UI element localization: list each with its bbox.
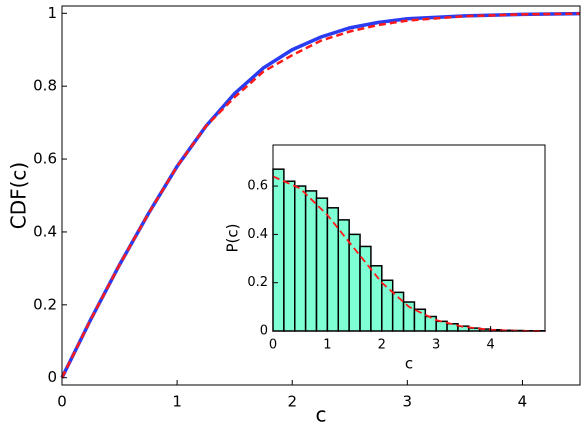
data-line (60, 12, 581, 379)
histogram-bar (381, 279, 394, 332)
y-tick-label: 0.6 (33, 150, 57, 168)
x-tick-label: 1 (323, 338, 331, 353)
histogram-bar (424, 315, 437, 332)
y-tick-label: 0 (47, 368, 57, 386)
histogram-bar (294, 185, 307, 332)
axes-frame (61, 5, 581, 386)
x-axis-label: c (405, 355, 413, 373)
histogram-bar (283, 180, 296, 332)
y-tick-label: 0.4 (247, 227, 268, 242)
y-axis-label: P(c) (224, 224, 242, 253)
y-tick-label: 0 (260, 324, 268, 339)
y-tick-label: 0.2 (33, 295, 57, 313)
histogram-bar (435, 320, 448, 332)
x-tick-label: 1 (172, 393, 182, 411)
histogram-bar (272, 168, 285, 332)
x-tick-label: 2 (287, 393, 297, 411)
x-tick-label: 4 (486, 338, 494, 353)
y-tick-label: 0.8 (33, 77, 57, 95)
y-tick-label: 0.2 (247, 275, 268, 290)
histogram-bar (359, 245, 372, 332)
x-tick-label: 0 (269, 338, 277, 353)
histogram-bar (315, 197, 329, 332)
axes-frame (272, 144, 546, 332)
x-tick-label: 4 (518, 393, 528, 411)
y-tick-label: 0.4 (33, 222, 57, 240)
fit-line (272, 175, 546, 332)
x-tick-label: 3 (432, 338, 440, 353)
x-tick-label: 0 (57, 393, 67, 411)
x-tick-label: 2 (378, 338, 386, 353)
x-tick-label: 3 (403, 393, 413, 411)
y-axis-label: CDF(c) (7, 162, 31, 229)
histogram-bar (446, 323, 459, 332)
histogram-bar (304, 190, 318, 332)
y-tick-label: 0.6 (247, 179, 268, 194)
y-tick-label: 1 (47, 4, 57, 22)
x-axis-label: c (316, 403, 327, 427)
